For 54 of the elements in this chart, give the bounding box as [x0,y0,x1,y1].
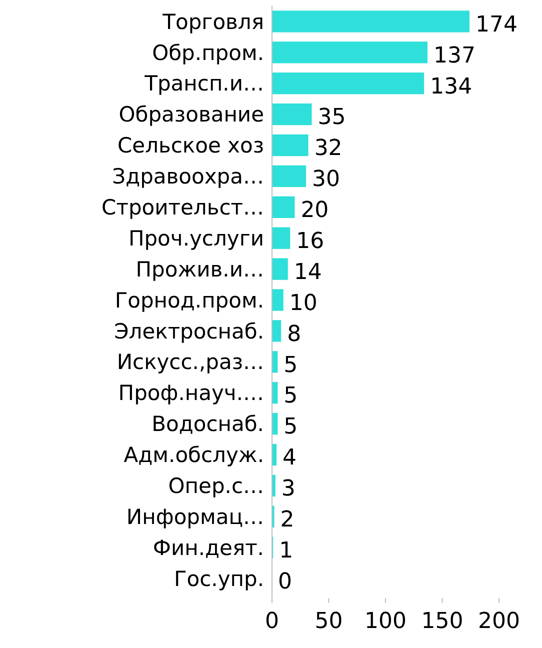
y-tick-label: Фин.деят. [152,536,264,560]
bar [272,227,290,249]
data-label: 14 [294,260,322,285]
bar [272,72,424,94]
bar [272,196,295,218]
x-tick-label: 150 [421,609,464,634]
y-tick-label: Искусс.,раз… [116,350,264,374]
data-label: 1 [279,538,294,564]
data-label: 16 [296,229,324,254]
y-tick-label: Строительст… [102,196,264,220]
bar [272,165,306,188]
data-label: 5 [284,414,298,440]
data-label: 8 [287,322,302,347]
y-tick-label: Торговля [162,10,264,34]
y-tick-label: Образование [118,102,264,127]
y-tick-label: Опер.с… [168,474,264,498]
y-tick-label: Гос.упр. [174,566,264,591]
y-tick-label: Проф.науч.… [118,381,264,406]
data-label: 32 [314,136,342,162]
y-tick-label: Здравоохра… [112,164,264,189]
y-tick-label: Электроснаб. [114,319,264,344]
data-label: 174 [475,12,518,38]
y-tick-label: Обр.пром. [152,40,264,65]
data-label: 2 [280,508,294,533]
data-label: 20 [300,198,329,224]
y-tick-label: Информац… [126,504,264,529]
bar [272,10,470,32]
bar [272,320,282,342]
y-tick-label: Водоснаб. [152,412,264,436]
data-label: 137 [433,43,476,68]
y-tick-label: Адм.обслуж. [124,443,264,468]
data-label: 10 [289,290,318,316]
data-label: 30 [312,167,340,192]
x-tick-label: 0 [265,609,279,634]
y-tick-label: Проч.услуги [128,226,264,250]
bar [272,134,308,156]
data-label: 5 [284,384,298,409]
bar [272,42,428,64]
bar [272,103,312,126]
data-label: 4 [282,446,297,471]
x-tick-label: 50 [314,609,343,634]
data-label: 134 [430,74,472,100]
data-label: 5 [284,352,298,378]
data-label: 3 [281,476,296,502]
bar [272,258,288,280]
y-tick-label: Прожив.и… [136,257,264,282]
y-tick-label: Горнод.пром. [114,288,264,312]
x-tick-label: 200 [478,609,520,634]
data-label: 0 [278,569,292,594]
y-tick-label: Сельское хоз [118,134,264,158]
data-label: 35 [318,105,346,130]
y-tick-label: Трансп.и… [144,72,264,96]
x-tick-label: 100 [364,609,406,634]
bar [272,289,284,311]
